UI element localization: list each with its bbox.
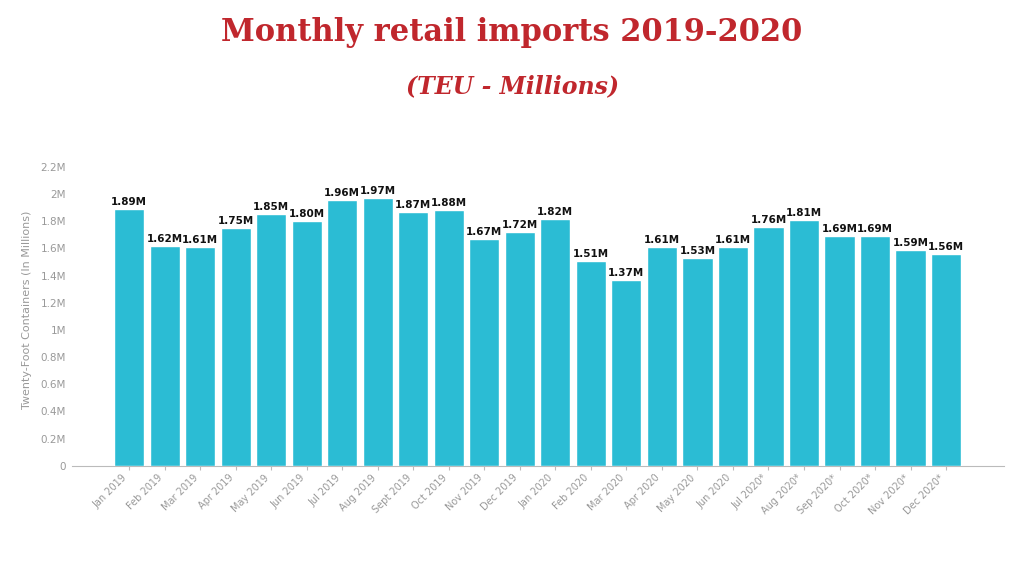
Text: 1.97M: 1.97M [359,186,396,196]
Text: 1.62M: 1.62M [146,233,182,244]
Text: 1.69M: 1.69M [821,224,857,234]
Text: 1.88M: 1.88M [431,198,467,208]
Y-axis label: Twenty-Foot Containers (In Millions): Twenty-Foot Containers (In Millions) [23,210,33,409]
Bar [575,261,606,466]
Bar [682,258,713,466]
Bar [541,219,570,466]
Bar [824,236,855,466]
Bar [362,198,393,466]
Bar [505,232,535,466]
Text: 1.69M: 1.69M [857,224,893,234]
Text: 1.80M: 1.80M [289,209,325,219]
Text: 1.76M: 1.76M [751,215,786,225]
Text: 1.85M: 1.85M [253,202,289,212]
Bar [185,247,215,466]
Bar [114,209,144,466]
Bar [611,279,641,466]
Bar [256,215,287,466]
Bar [327,199,357,466]
Bar [788,220,819,466]
Text: 1.37M: 1.37M [608,268,644,278]
Text: 1.67M: 1.67M [466,227,503,237]
Bar [895,250,926,466]
Bar [434,210,464,466]
Text: 1.89M: 1.89M [112,197,147,207]
Bar [220,228,251,466]
Bar [718,247,749,466]
Bar [398,212,428,466]
Bar [469,239,500,466]
Text: 1.56M: 1.56M [928,242,965,252]
Text: 1.82M: 1.82M [538,207,573,216]
Text: 1.96M: 1.96M [325,187,360,198]
Text: 1.81M: 1.81M [786,208,822,218]
Bar [931,254,962,466]
Bar [292,222,322,466]
Text: 1.61M: 1.61M [182,235,218,245]
Text: 1.75M: 1.75M [217,216,254,226]
Text: 1.53M: 1.53M [679,246,716,256]
Bar [647,247,677,466]
Text: 1.51M: 1.51M [572,249,609,258]
Text: 1.72M: 1.72M [502,220,538,230]
Text: 1.61M: 1.61M [644,235,680,245]
Bar [150,246,180,466]
Text: 1.61M: 1.61M [715,235,751,245]
Text: Monthly retail imports 2019-2020: Monthly retail imports 2019-2020 [221,17,803,48]
Bar [754,227,783,466]
Text: 1.87M: 1.87M [395,200,431,210]
Text: 1.59M: 1.59M [893,238,929,248]
Bar [860,236,890,466]
Text: (TEU - Millions): (TEU - Millions) [406,74,618,98]
